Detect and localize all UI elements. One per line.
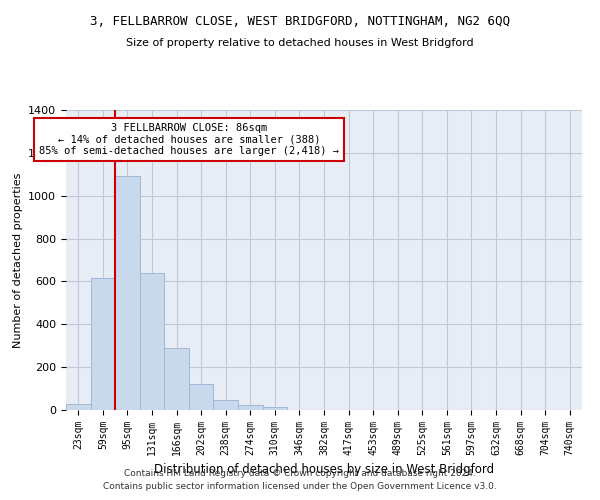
Text: Contains public sector information licensed under the Open Government Licence v3: Contains public sector information licen… xyxy=(103,482,497,491)
Text: 3, FELLBARROW CLOSE, WEST BRIDGFORD, NOTTINGHAM, NG2 6QQ: 3, FELLBARROW CLOSE, WEST BRIDGFORD, NOT… xyxy=(90,15,510,28)
Bar xyxy=(238,404,263,410)
Bar xyxy=(164,348,189,410)
Text: 3 FELLBARROW CLOSE: 86sqm
← 14% of detached houses are smaller (388)
85% of semi: 3 FELLBARROW CLOSE: 86sqm ← 14% of detac… xyxy=(39,123,339,156)
Bar xyxy=(214,400,238,410)
Bar xyxy=(140,273,164,410)
Bar xyxy=(115,176,140,410)
Bar xyxy=(66,404,91,410)
Bar xyxy=(91,278,115,410)
X-axis label: Distribution of detached houses by size in West Bridgford: Distribution of detached houses by size … xyxy=(154,464,494,476)
Bar xyxy=(263,407,287,410)
Text: Size of property relative to detached houses in West Bridgford: Size of property relative to detached ho… xyxy=(126,38,474,48)
Bar xyxy=(189,384,214,410)
Text: Contains HM Land Registry data © Crown copyright and database right 2024.: Contains HM Land Registry data © Crown c… xyxy=(124,468,476,477)
Y-axis label: Number of detached properties: Number of detached properties xyxy=(13,172,23,348)
